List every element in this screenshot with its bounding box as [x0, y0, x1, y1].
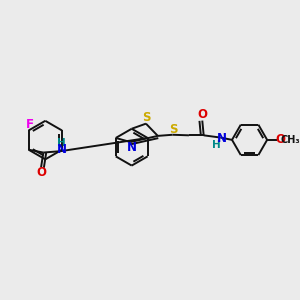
Text: N: N [127, 142, 136, 154]
Text: S: S [169, 123, 177, 136]
Text: O: O [36, 167, 46, 179]
Text: O: O [197, 108, 207, 122]
Text: O: O [275, 133, 285, 146]
Text: N: N [56, 143, 67, 156]
Text: S: S [142, 111, 151, 124]
Text: CH₃: CH₃ [281, 135, 300, 145]
Text: H: H [57, 138, 66, 148]
Text: N: N [217, 132, 227, 145]
Text: F: F [26, 118, 34, 131]
Text: H: H [212, 140, 221, 150]
